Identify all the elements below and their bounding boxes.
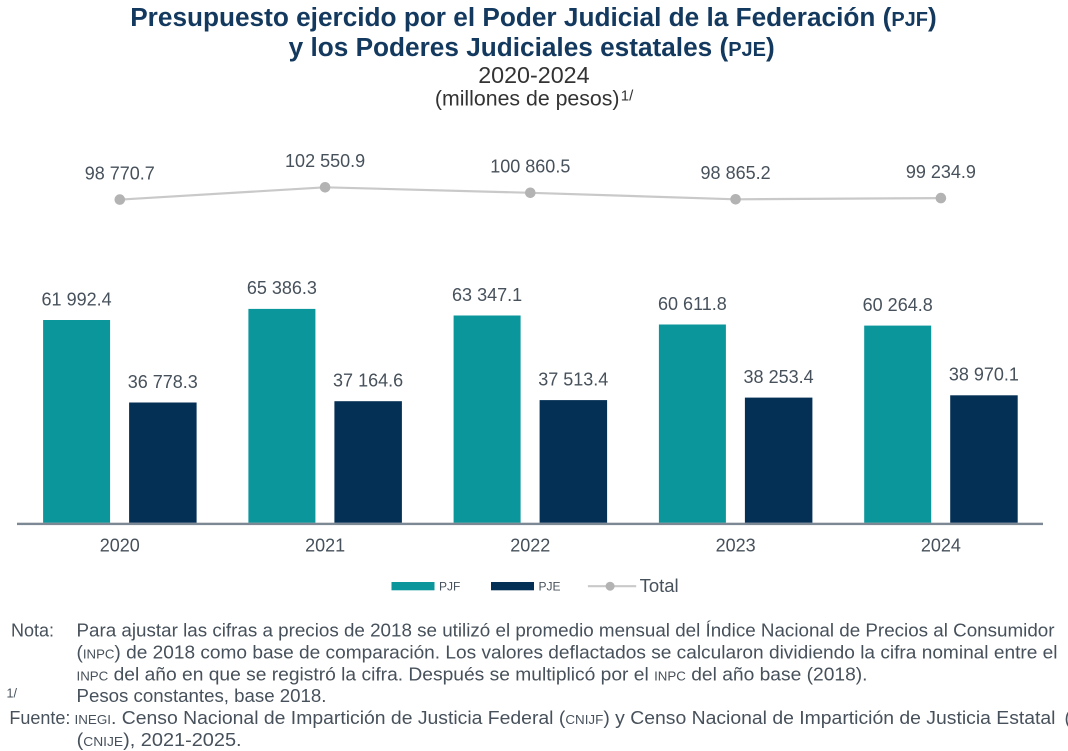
svg-text:Para ajustar las cifras a prec: Para ajustar las cifras a precios de 201… (77, 620, 1055, 641)
svg-text:102 550.9: 102 550.9 (285, 151, 365, 171)
svg-text:100 860.5: 100 860.5 (490, 157, 570, 177)
svg-text:PJF: PJF (439, 580, 460, 594)
svg-text:Total: Total (640, 575, 679, 596)
svg-text:65 386.3: 65 386.3 (247, 278, 317, 298)
svg-text:INPC del año en que se registr: INPC del año en que se registró la cifra… (77, 663, 868, 684)
svg-text:60 611.8: 60 611.8 (658, 294, 727, 314)
svg-text:36 778.3: 36 778.3 (128, 372, 198, 392)
svg-text:2022: 2022 (510, 535, 550, 555)
svg-text:(millones de pesos): (millones de pesos) (435, 86, 620, 110)
svg-text:1/: 1/ (7, 686, 18, 700)
svg-text:Pesos constantes, base 2018.: Pesos constantes, base 2018. (77, 685, 327, 706)
svg-text:98 770.7: 98 770.7 (85, 163, 155, 183)
svg-text:PJE: PJE (539, 580, 561, 594)
svg-text:(: ( (1065, 707, 1068, 728)
svg-text:61 992.4: 61 992.4 (42, 289, 112, 309)
svg-text:2023: 2023 (716, 535, 756, 555)
svg-text:(CNIJE), 2021-2025.: (CNIJE), 2021-2025. (77, 729, 242, 750)
svg-text:60 264.8: 60 264.8 (863, 295, 933, 315)
svg-text:INEGI. Censo Nacional de Impar: INEGI. Censo Nacional de Impartición de … (75, 707, 1056, 728)
svg-text:y los Poderes Judiciales estat: y los Poderes Judiciales estatales (PJE) (289, 32, 775, 62)
svg-text:99 234.9: 99 234.9 (906, 162, 976, 182)
svg-text:(INPC) de 2018 como base de co: (INPC) de 2018 como base de comparación.… (77, 641, 1058, 662)
svg-text:37 164.6: 37 164.6 (333, 371, 403, 391)
svg-text:38 253.4: 38 253.4 (744, 367, 814, 387)
svg-text:1/: 1/ (621, 88, 634, 105)
svg-text:Fuente:: Fuente: (9, 708, 70, 728)
svg-text:Presupuesto ejercido por el Po: Presupuesto ejercido por el Poder Judici… (130, 2, 937, 32)
svg-text:2024: 2024 (921, 535, 961, 555)
svg-text:38 970.1: 38 970.1 (949, 365, 1019, 385)
svg-text:37 513.4: 37 513.4 (538, 369, 608, 389)
svg-text:2021: 2021 (305, 535, 345, 555)
svg-text:Nota:: Nota: (11, 621, 54, 641)
svg-text:2020: 2020 (100, 535, 140, 555)
svg-text:98 865.2: 98 865.2 (701, 163, 771, 183)
svg-text:63 347.1: 63 347.1 (452, 285, 522, 305)
svg-text:2020-2024: 2020-2024 (478, 62, 589, 88)
